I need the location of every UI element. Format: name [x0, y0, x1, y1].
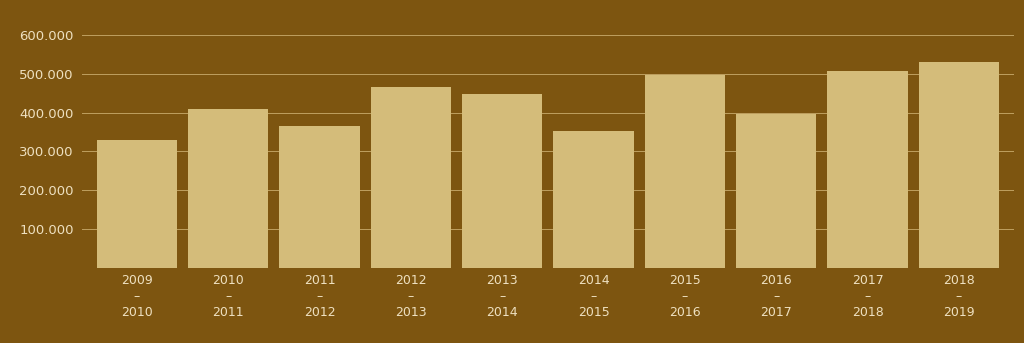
Bar	[187, 109, 268, 268]
Bar	[462, 94, 543, 268]
Bar	[280, 126, 359, 268]
Bar	[96, 140, 177, 268]
Bar	[645, 75, 725, 268]
Bar	[919, 62, 999, 268]
Bar	[827, 71, 908, 268]
Bar	[736, 114, 816, 268]
Bar	[553, 131, 634, 268]
Bar	[371, 87, 451, 268]
